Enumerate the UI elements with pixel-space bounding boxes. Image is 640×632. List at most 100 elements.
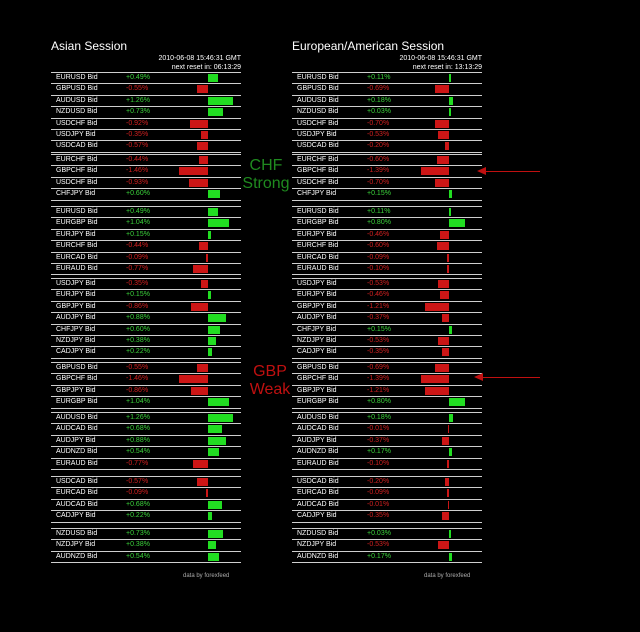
change-bar: [447, 500, 449, 509]
pair-row: EURUSD Bid +0.11%: [292, 207, 482, 219]
change-bar: [449, 190, 452, 199]
change-bar: [421, 375, 449, 384]
pair-row: EURJPY Bid -0.46%: [292, 230, 482, 242]
change-bar: [206, 489, 208, 498]
change-bar: [208, 348, 213, 357]
pair-row: USDCAD Bid -0.57%: [51, 477, 241, 489]
pair-change: -0.37%: [367, 436, 390, 444]
pair-name: NZDJPY Bid: [297, 541, 337, 549]
change-bar: [439, 230, 449, 239]
pair-change: -0.53%: [367, 336, 390, 344]
pair-row: AUDUSD Bid +0.18%: [292, 413, 482, 425]
pair-group: NZDUSD Bid +0.03% NZDJPY Bid -0.53% AUDNZD B…: [292, 528, 482, 564]
pair-change: -0.44%: [126, 242, 149, 250]
pair-change: +1.04%: [126, 219, 150, 227]
pair-name: NZDJPY Bid: [297, 336, 337, 344]
change-bar: [447, 489, 449, 498]
pair-change: -0.86%: [126, 386, 149, 394]
pair-row: AUDJPY Bid -0.37%: [292, 436, 482, 448]
change-bar: [441, 314, 449, 323]
pair-name: GBPUSD Bid: [297, 85, 339, 93]
pair-row: EURCAD Bid -0.09%: [292, 488, 482, 500]
pair-row: EURCHF Bid -0.60%: [292, 155, 482, 167]
change-bar: [208, 219, 229, 228]
change-bar: [208, 325, 220, 334]
pair-name: AUDCAD Bid: [56, 425, 98, 433]
pair-row: USDCHF Bid -0.70%: [292, 119, 482, 130]
pair-name: GBPUSD Bid: [297, 364, 339, 371]
pair-change: +0.68%: [126, 500, 150, 508]
change-bar: [447, 425, 449, 434]
pair-row: NZDJPY Bid -0.53%: [292, 540, 482, 552]
panel-title: European/American Session: [292, 39, 445, 53]
pair-name: AUDCAD Bid: [297, 425, 339, 433]
pair-row: GBPJPY Bid -0.86%: [51, 386, 241, 398]
change-bar: [196, 142, 208, 151]
pair-row: AUDUSD Bid +0.18%: [292, 96, 482, 108]
pair-change: -1.46%: [126, 167, 149, 175]
change-bar: [435, 85, 449, 94]
pair-group: USDJPY Bid -0.53% EURJPY Bid -0.46% GBPJPY B…: [292, 278, 482, 359]
pair-name: EURCHF Bid: [297, 156, 339, 163]
change-bar: [435, 119, 449, 128]
pair-change: -0.93%: [126, 178, 149, 186]
pair-change: -1.46%: [126, 375, 149, 383]
pair-row: CADJPY Bid -0.35%: [292, 347, 482, 359]
pair-name: EURAUD Bid: [297, 264, 339, 272]
european-american-session-panel: European/American Session 2010-06-08 15:…: [292, 38, 482, 564]
pair-change: -0.09%: [367, 489, 390, 497]
change-bar: [449, 414, 453, 422]
pair-change: -0.35%: [126, 130, 149, 138]
pair-row: USDJPY Bid -0.35%: [51, 130, 241, 142]
pair-name: EURCAD Bid: [297, 489, 339, 497]
change-bar: [199, 242, 208, 251]
pair-row: EURJPY Bid +0.15%: [51, 230, 241, 242]
pair-row: AUDUSD Bid +1.26%: [51, 96, 241, 108]
pair-change: +1.04%: [126, 398, 150, 406]
pair-name: USDJPY Bid: [297, 130, 337, 138]
pair-change: -0.35%: [367, 512, 390, 520]
pair-row: USDCAD Bid -0.57%: [51, 141, 241, 153]
pair-change: +0.60%: [126, 190, 150, 198]
pair-group: USDCAD Bid -0.57% EURCAD Bid -0.09% AUDCAD B…: [51, 476, 241, 523]
change-bar: [208, 541, 216, 550]
pair-name: CHFJPY Bid: [297, 190, 337, 198]
pair-change: +0.18%: [367, 414, 391, 421]
change-bar: [197, 364, 208, 372]
pair-change: -0.57%: [126, 142, 149, 150]
pair-name: AUDUSD Bid: [56, 414, 98, 421]
pair-change: +1.26%: [126, 414, 150, 421]
change-bar: [201, 130, 208, 139]
pair-change: -0.10%: [367, 459, 390, 467]
pair-row: CHFJPY Bid +0.15%: [292, 325, 482, 336]
change-bar: [424, 302, 449, 311]
change-bar: [424, 386, 449, 395]
pair-change: -0.86%: [126, 302, 149, 310]
pair-row: USDJPY Bid -0.53%: [292, 279, 482, 291]
pair-name: USDCAD Bid: [56, 478, 98, 485]
change-bar: [208, 512, 213, 521]
pair-row: GBPUSD Bid -0.69%: [292, 363, 482, 375]
pair-name: EURAUD Bid: [56, 264, 98, 272]
pair-group: AUDUSD Bid +0.18% AUDCAD Bid -0.01% AUDJPY B…: [292, 412, 482, 470]
change-bar: [438, 541, 449, 550]
pair-name: AUDJPY Bid: [297, 436, 337, 444]
change-bar: [178, 375, 208, 384]
change-bar: [199, 156, 208, 164]
pair-row: USDCHF Bid -0.93%: [51, 178, 241, 190]
change-bar: [435, 178, 449, 187]
change-bar: [421, 167, 449, 176]
pair-name: USDCAD Bid: [297, 478, 339, 485]
pair-name: NZDUSD Bid: [56, 530, 98, 537]
gbpchf-arrow-line: [484, 171, 540, 172]
pair-name: GBPCHF Bid: [297, 167, 339, 175]
pair-name: EURCHF Bid: [56, 156, 98, 163]
pair-change: +0.11%: [367, 208, 391, 215]
pair-name: AUDNZD Bid: [297, 552, 339, 560]
pair-name: EURCHF Bid: [297, 242, 339, 250]
pair-row: NZDJPY Bid +0.38%: [51, 336, 241, 348]
pair-row: NZDJPY Bid -0.53%: [292, 336, 482, 348]
pair-row: EURCAD Bid -0.09%: [51, 253, 241, 264]
pair-change: +0.54%: [126, 552, 150, 560]
change-bar: [189, 178, 208, 187]
